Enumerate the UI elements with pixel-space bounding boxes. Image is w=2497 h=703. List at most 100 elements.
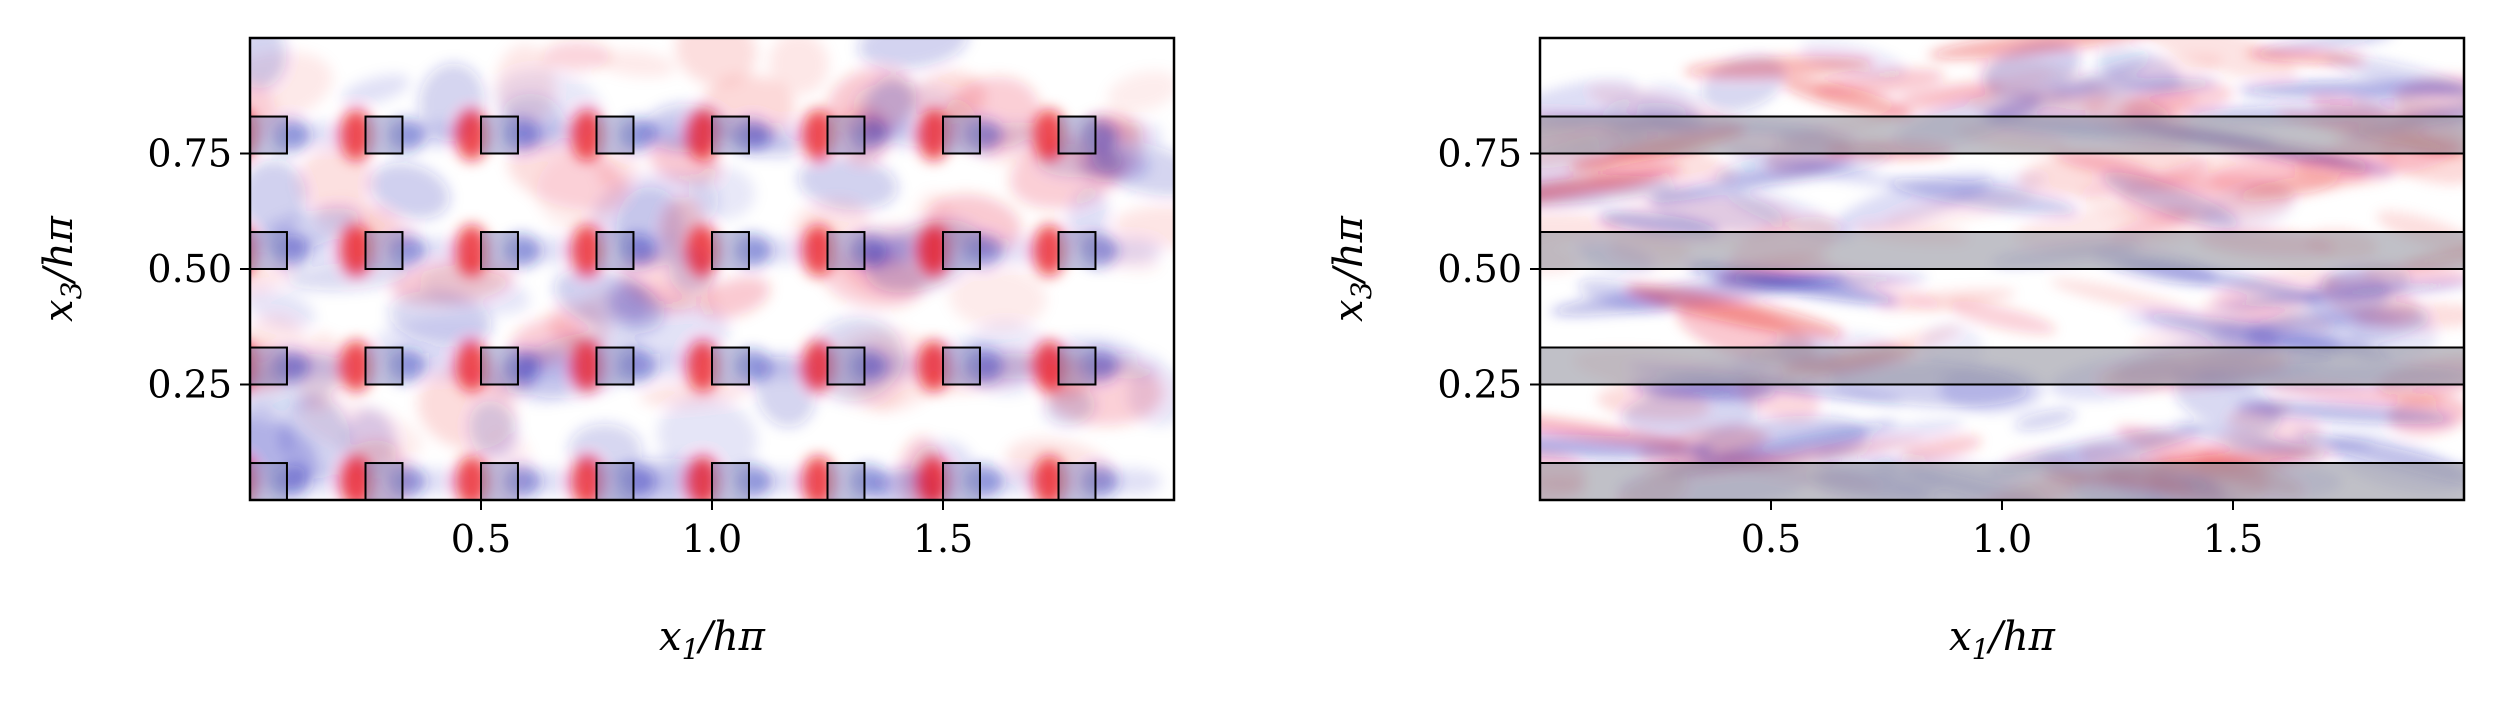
field-blob (543, 41, 611, 71)
y-axis-label-left: x3/hπ (36, 215, 88, 322)
cube-obstacle (711, 231, 750, 270)
wake-trail (756, 468, 816, 495)
wake-trail (640, 122, 700, 148)
field-blob (675, 38, 757, 86)
wake-trail (871, 237, 931, 264)
cube-obstacle (480, 115, 519, 155)
wake-trail (525, 237, 585, 264)
strip-obstacle (1540, 232, 2464, 269)
cube-obstacle (250, 346, 288, 386)
streak (1626, 284, 1845, 338)
y-tick-label: 0.25 (1437, 363, 1522, 407)
wake-trail (409, 468, 469, 495)
x-axis-label-left: x1/hπ (659, 614, 766, 666)
y-tick-label: 0.75 (1437, 132, 1522, 176)
field-blob (597, 50, 676, 78)
field-blob (1900, 435, 1983, 462)
cube-obstacle (480, 462, 519, 500)
streak (1928, 38, 2162, 60)
wake-trail (756, 122, 816, 148)
field-blob (2050, 278, 2200, 318)
streak (2210, 280, 2464, 309)
strip-obstacles (1540, 115, 2464, 500)
streak (1540, 411, 1688, 448)
field-blob (2096, 46, 2182, 93)
field-blob (657, 397, 758, 477)
cube-obstacle (250, 231, 288, 270)
field-blob (797, 156, 898, 211)
y-tick-label: 0.50 (1437, 247, 1522, 291)
wake-trail (409, 237, 469, 264)
cube-obstacle (1057, 231, 1097, 270)
field-blob (507, 142, 631, 211)
cube-obstacle (364, 115, 404, 155)
wake-trail (987, 468, 1047, 495)
wake-trail (1102, 237, 1162, 264)
wake-trail (871, 353, 931, 379)
field-blob (1107, 70, 1174, 113)
cube-obstacle (480, 231, 519, 270)
cube-obstacle (364, 462, 404, 500)
wake-trail (525, 353, 585, 379)
y-tick-label: 0.50 (147, 247, 232, 291)
wake-trail (871, 468, 931, 495)
cube-obstacle (942, 231, 981, 270)
wake-trail (871, 122, 931, 148)
strip-obstacle (1540, 463, 2464, 500)
cube-obstacle (595, 462, 635, 500)
streak (1540, 166, 1683, 212)
field-blob (341, 74, 410, 106)
wake-trail (294, 468, 354, 495)
cube-obstacle (826, 346, 866, 386)
strip-obstacle (1540, 347, 2464, 385)
streak (1888, 177, 2078, 216)
cube-obstacle (942, 462, 981, 500)
x-tick-label: 1.0 (682, 517, 742, 561)
field-blob (2014, 409, 2077, 431)
wake-trail (525, 468, 585, 495)
cube-obstacle (826, 462, 866, 500)
ticks-left: 0.5 1.0 1.5 0.25 0.50 0.75 (147, 132, 973, 562)
wake-trail (294, 353, 354, 379)
cube-obstacle (595, 115, 635, 155)
panel-cube-array: 0.5 1.0 1.5 0.25 0.50 0.75 x1/hπ x3/hπ (36, 36, 1176, 666)
wake-trail (987, 237, 1047, 264)
x-tick-label: 1.5 (2203, 517, 2263, 561)
field-blob (250, 404, 292, 471)
streak (1781, 78, 1913, 119)
x-tick-label: 1.0 (1972, 517, 2032, 561)
field-blob (699, 276, 771, 319)
cube-obstacle (942, 346, 981, 386)
field-blob (250, 51, 333, 126)
field-blob (596, 152, 639, 190)
field-blob (2173, 374, 2282, 435)
field-blob (2140, 38, 2298, 82)
y-axis-label-right: x3/hπ (1326, 215, 1378, 322)
wake-trail (756, 237, 816, 264)
x-axis-label-right: x1/hπ (1949, 614, 2056, 666)
wake-trail (756, 353, 816, 379)
cube-obstacle (250, 462, 288, 500)
field-blob (858, 38, 968, 70)
streak (2258, 38, 2395, 53)
wake-trail (987, 353, 1047, 379)
wake-trail (1102, 353, 1162, 379)
cube-obstacle (250, 115, 288, 155)
streak (1663, 420, 1898, 475)
y-tick-label: 0.75 (147, 132, 232, 176)
field-blob (280, 395, 350, 479)
field-blob (554, 268, 664, 334)
wake-trail (294, 122, 354, 148)
strip-obstacle (1540, 116, 2464, 154)
wake-trail (1102, 122, 1162, 148)
streak (1644, 157, 1857, 204)
field-blob (369, 163, 450, 220)
x-tick-label: 0.5 (1741, 517, 1801, 561)
field-blob (1969, 89, 2110, 123)
wake-trail (294, 237, 354, 264)
streak (1683, 56, 1874, 79)
wake-trail (640, 468, 700, 495)
streak (2245, 49, 2366, 64)
field-blob (2264, 381, 2444, 407)
